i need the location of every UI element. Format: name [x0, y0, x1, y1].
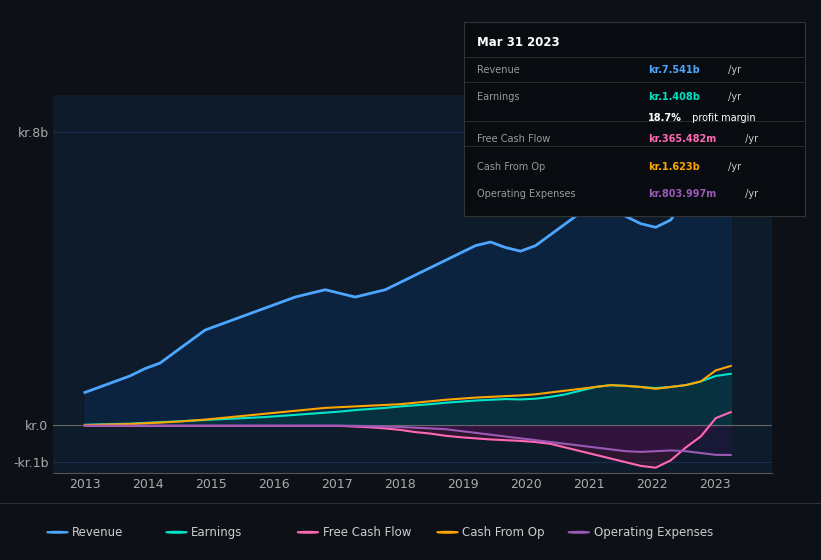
Text: kr.1.623b: kr.1.623b [648, 161, 699, 171]
Text: Revenue: Revenue [478, 65, 521, 75]
Circle shape [166, 531, 187, 533]
Text: Revenue: Revenue [72, 526, 124, 539]
Text: 18.7%: 18.7% [648, 113, 681, 123]
Text: Operating Expenses: Operating Expenses [478, 189, 576, 199]
Text: /yr: /yr [724, 161, 741, 171]
Text: /yr: /yr [724, 65, 741, 75]
Text: kr.1.408b: kr.1.408b [648, 92, 699, 102]
Text: Earnings: Earnings [478, 92, 520, 102]
Circle shape [297, 531, 319, 533]
Text: Free Cash Flow: Free Cash Flow [323, 526, 411, 539]
Text: kr.803.997m: kr.803.997m [648, 189, 716, 199]
Text: kr.7.541b: kr.7.541b [648, 65, 699, 75]
Text: Cash From Op: Cash From Op [462, 526, 544, 539]
Circle shape [47, 531, 68, 533]
Text: profit margin: profit margin [689, 113, 755, 123]
Text: kr.365.482m: kr.365.482m [648, 134, 716, 144]
Text: /yr: /yr [741, 189, 758, 199]
Text: /yr: /yr [741, 134, 758, 144]
Text: Free Cash Flow: Free Cash Flow [478, 134, 551, 144]
Circle shape [437, 531, 458, 533]
Text: Operating Expenses: Operating Expenses [594, 526, 713, 539]
Text: /yr: /yr [724, 92, 741, 102]
Circle shape [568, 531, 589, 533]
Text: Cash From Op: Cash From Op [478, 161, 546, 171]
Text: Earnings: Earnings [191, 526, 243, 539]
Text: Mar 31 2023: Mar 31 2023 [478, 36, 560, 49]
